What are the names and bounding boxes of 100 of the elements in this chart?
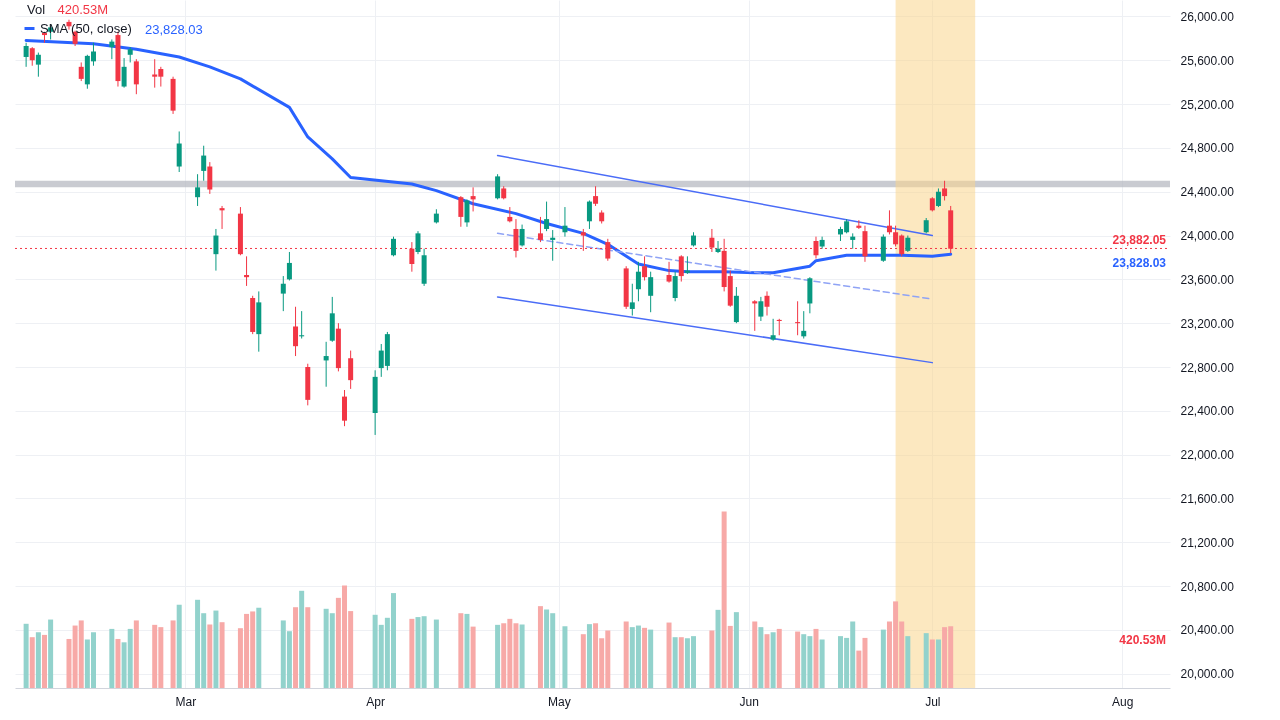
candlestick (219, 205, 225, 230)
candlestick (299, 310, 305, 340)
candlestick (764, 290, 770, 317)
candlestick (470, 186, 476, 212)
candlestick (550, 229, 556, 262)
bar (256, 607, 262, 688)
bar (905, 636, 911, 688)
candlestick (244, 255, 250, 287)
candlestick (678, 254, 684, 283)
candlestick (593, 185, 599, 207)
candlestick (795, 300, 801, 336)
annotation: 420.53M (1119, 633, 1166, 647)
annotation: 23,828.03 (145, 22, 203, 37)
candlestick (458, 195, 464, 228)
y-tick-label: 24,800.00 (1180, 141, 1235, 156)
annotation: 420.53M (57, 2, 109, 17)
candlestick (935, 187, 941, 208)
bar (923, 633, 929, 688)
bar (648, 629, 654, 688)
bar (880, 629, 886, 688)
bar (758, 627, 764, 688)
bar (213, 610, 219, 688)
bar (562, 626, 568, 688)
candlestick (642, 255, 648, 281)
bar (678, 637, 684, 688)
y-tick-label: 23,200.00 (1180, 316, 1235, 331)
candlestick (286, 251, 292, 281)
bar (776, 628, 782, 688)
bar (733, 612, 739, 688)
candlestick (562, 206, 568, 238)
bar (752, 621, 758, 688)
candlestick (586, 199, 592, 230)
candlestick (537, 216, 543, 243)
bar (929, 639, 935, 688)
bar (305, 607, 311, 688)
bar (642, 627, 648, 688)
y-tick-label: 20,800.00 (1180, 579, 1235, 594)
bar (672, 637, 678, 688)
candlestick (464, 198, 470, 228)
bar (519, 624, 525, 688)
y-tick-label: 23,600.00 (1180, 272, 1235, 287)
y-tick-label: 22,800.00 (1180, 360, 1235, 375)
y-tick-label: 26,000.00 (1180, 9, 1235, 24)
bar (470, 626, 476, 688)
candlestick (635, 261, 641, 302)
bar (537, 606, 543, 688)
candlestick (758, 296, 764, 322)
bar (433, 619, 439, 688)
candlestick (519, 224, 525, 247)
bar (709, 630, 715, 688)
candlestick (776, 318, 782, 336)
bar (421, 616, 427, 688)
candlestick (666, 261, 672, 284)
x-tick-label: Aug (1111, 694, 1134, 709)
bar (666, 622, 672, 688)
y-tick-label: 22,000.00 (1180, 448, 1235, 463)
candlestick (195, 173, 201, 207)
candlestick (942, 180, 948, 201)
candlestick (801, 310, 807, 340)
y-tick-label: 20,000.00 (1180, 667, 1235, 682)
x-tick-label: Jul (925, 694, 941, 709)
bar (219, 622, 225, 688)
bar (299, 590, 305, 688)
bar (586, 624, 592, 688)
candlestick (293, 306, 299, 357)
candlestick (770, 318, 776, 342)
bar (795, 631, 801, 688)
bar (207, 624, 213, 688)
candlestick (672, 271, 678, 302)
bar (458, 613, 464, 688)
bar (495, 624, 501, 688)
y-tick-label: 25,200.00 (1180, 97, 1235, 112)
candlestick (819, 236, 825, 250)
bar (764, 634, 770, 688)
bar (715, 609, 721, 688)
candlestick (280, 275, 286, 312)
candlestick (207, 161, 213, 195)
bar (935, 639, 941, 688)
candlestick (323, 341, 329, 388)
bar (770, 632, 776, 688)
candlestick (886, 209, 892, 235)
candlestick (544, 201, 550, 232)
candlestick (715, 240, 721, 254)
x-tick-label: May (547, 694, 571, 709)
x-tick-label: Mar (175, 694, 197, 709)
y-tick-label: 24,000.00 (1180, 229, 1235, 244)
candlestick (348, 350, 354, 390)
bar (409, 618, 415, 688)
candlestick (495, 173, 501, 200)
x-tick-label: Jun (739, 694, 759, 709)
bar (415, 617, 421, 688)
candlestick (648, 271, 654, 313)
bar (819, 639, 825, 688)
candlestick (391, 236, 396, 257)
candlestick (752, 299, 758, 332)
ref-line-label: 23,882.05 (1112, 233, 1167, 248)
y-tick-label: 24,400.00 (1180, 185, 1235, 200)
bar (293, 607, 299, 688)
y-tick-label: 22,400.00 (1180, 404, 1235, 419)
y-tick-label: 20,400.00 (1180, 623, 1235, 638)
